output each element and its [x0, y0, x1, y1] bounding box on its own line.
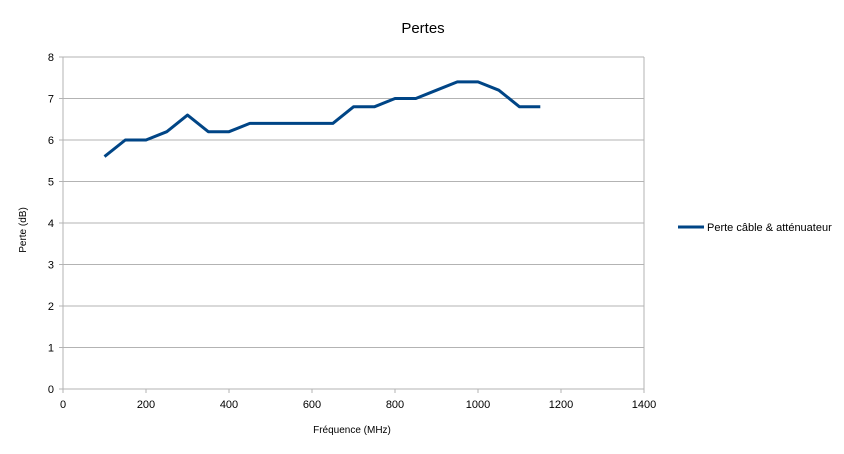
series-layer	[103, 80, 541, 158]
x-axis-ticks: 0 200 400 600 800 1000 1200 1400	[60, 389, 656, 411]
x-tick-label: 200	[137, 399, 155, 411]
y-tick-label: 3	[48, 260, 54, 272]
x-tick-label: 0	[60, 399, 66, 411]
y-axis-label: Perte (dB)	[18, 207, 29, 253]
legend: Perte câble & atténuateur	[678, 222, 832, 234]
x-tick-label: 1400	[632, 399, 656, 411]
y-tick-label: 6	[48, 135, 54, 147]
chart-title: Pertes	[401, 20, 444, 37]
y-tick-label: 8	[48, 52, 54, 64]
y-tick-label: 1	[48, 343, 54, 355]
x-axis-label: Fréquence (MHz)	[313, 425, 391, 436]
series-line	[103, 80, 541, 158]
y-tick-label: 4	[48, 218, 54, 230]
legend-label: Perte câble & atténuateur	[707, 222, 832, 234]
x-tick-label: 800	[386, 399, 404, 411]
y-tick-label: 7	[48, 94, 54, 106]
x-tick-label: 1000	[466, 399, 490, 411]
x-tick-label: 400	[220, 399, 238, 411]
y-tick-label: 2	[48, 301, 54, 313]
y-tick-label: 0	[48, 384, 54, 396]
x-tick-label: 600	[303, 399, 321, 411]
y-tick-label: 5	[48, 177, 54, 189]
y-axis-ticks: 0 1 2 3 4 5 6 7 8	[48, 52, 63, 396]
x-tick-label: 1200	[549, 399, 573, 411]
grid	[63, 56, 644, 390]
